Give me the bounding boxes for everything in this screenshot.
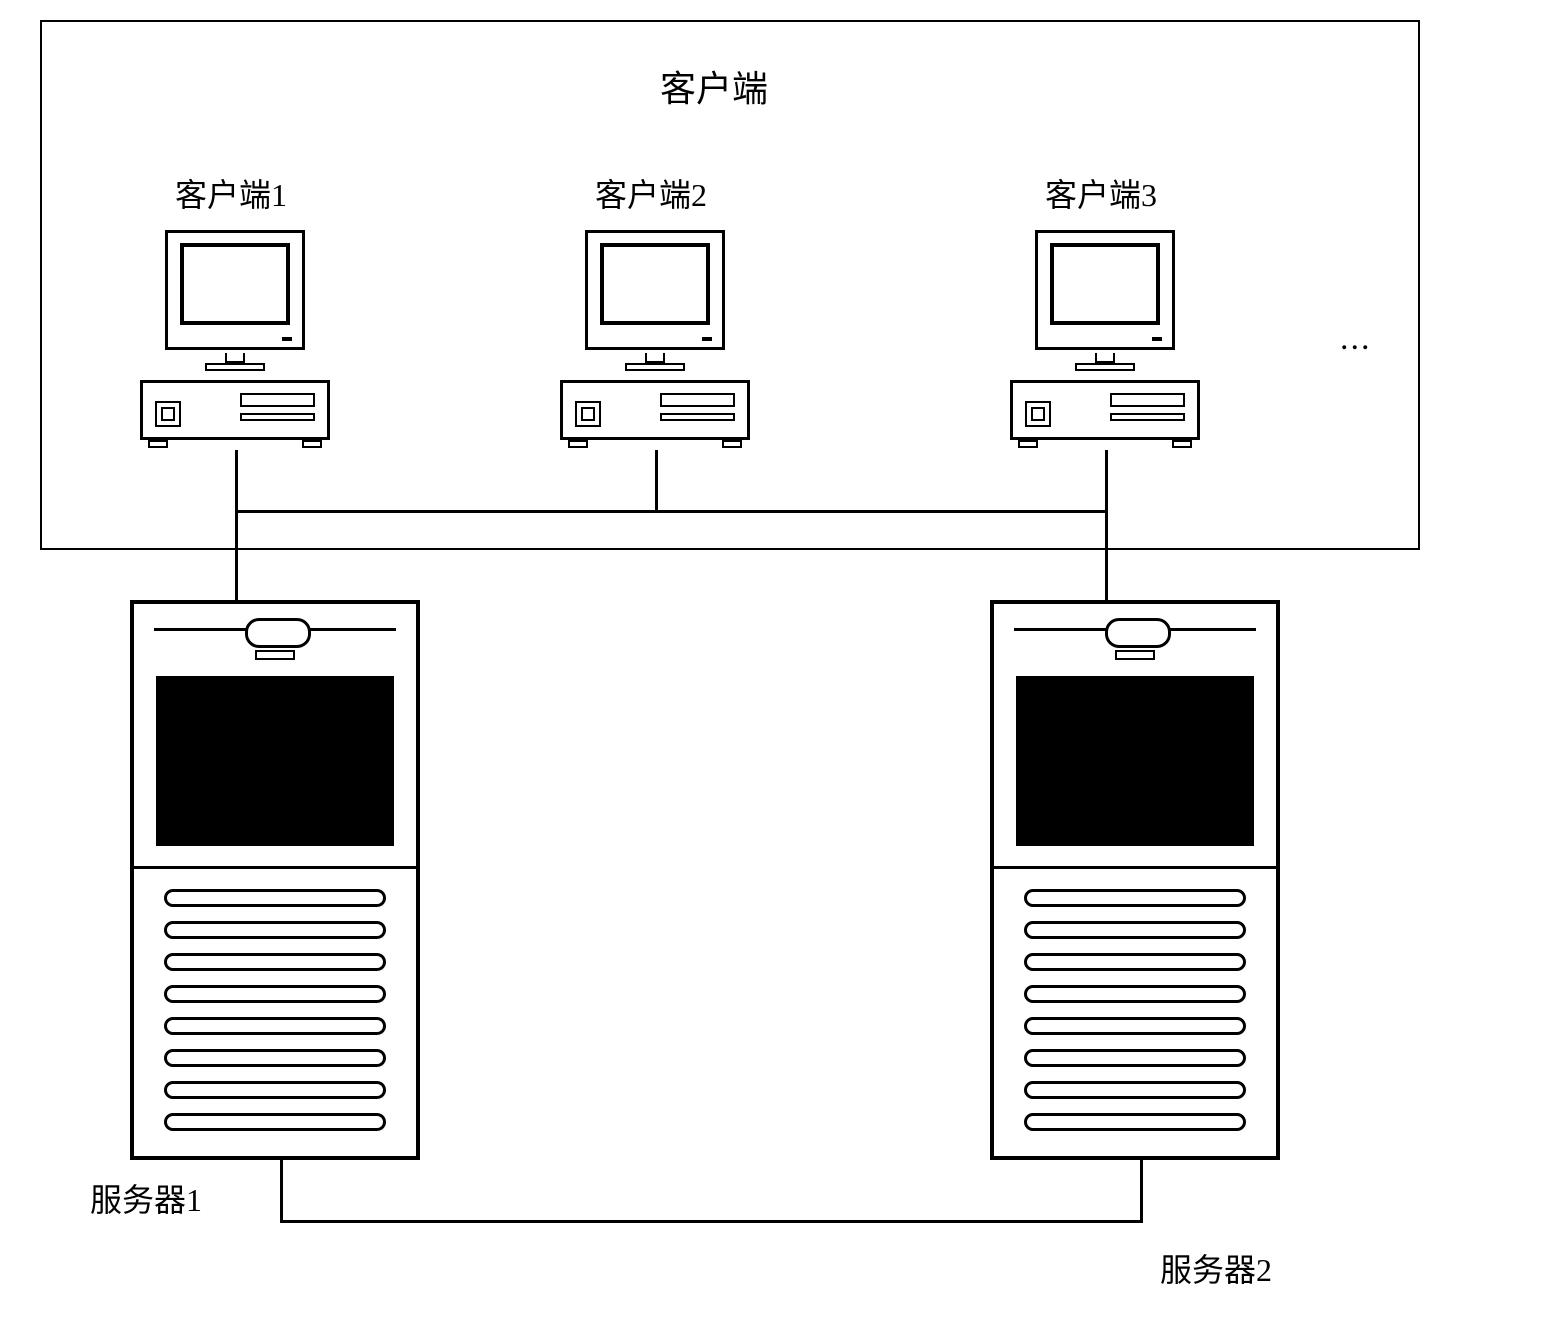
foot-icon (722, 440, 742, 448)
vent-icon (164, 1113, 386, 1131)
slot-icon (660, 413, 735, 421)
client-group-title: 客户端 (660, 60, 768, 112)
slot-icon (240, 413, 315, 421)
server-1-label: 服务器1 (90, 1175, 202, 1221)
connection-line (235, 450, 238, 510)
monitor-neck-icon (1095, 353, 1115, 363)
server-vents-icon (1024, 889, 1246, 1126)
floppy-icon (575, 401, 601, 427)
monitor-base-icon (205, 363, 265, 371)
server-screen-icon (1016, 676, 1254, 846)
vent-icon (1024, 1049, 1246, 1067)
vent-icon (164, 889, 386, 907)
screen-icon (180, 243, 290, 325)
foot-icon (1018, 440, 1038, 448)
pc-tower-icon (1010, 380, 1200, 440)
divider (134, 866, 416, 869)
server-handle-icon (1014, 618, 1256, 642)
client-2-label: 客户端2 (595, 170, 707, 216)
client-2-node (560, 230, 750, 450)
led-icon (702, 337, 712, 341)
foot-icon (1172, 440, 1192, 448)
client-1-label: 客户端1 (175, 170, 287, 216)
screen-icon (600, 243, 710, 325)
monitor-neck-icon (225, 353, 245, 363)
client-1-node (140, 230, 330, 450)
divider (994, 866, 1276, 869)
led-icon (1152, 337, 1162, 341)
connection-line (1105, 450, 1108, 510)
vent-icon (1024, 1081, 1246, 1099)
floppy-icon (155, 401, 181, 427)
vent-icon (1024, 985, 1246, 1003)
connection-line (235, 510, 238, 600)
led-icon (282, 337, 292, 341)
drive-icon (1110, 393, 1185, 407)
vent-icon (1024, 921, 1246, 939)
connection-line (235, 510, 1108, 513)
vent-icon (1024, 1017, 1246, 1035)
connection-line (280, 1160, 283, 1220)
drive-icon (660, 393, 735, 407)
monitor-base-icon (1075, 363, 1135, 371)
vent-icon (1024, 1113, 1246, 1131)
connection-line (655, 450, 658, 510)
server-2-label: 服务器2 (1160, 1245, 1272, 1291)
monitor-icon (585, 230, 725, 350)
vent-icon (164, 1017, 386, 1035)
server-handle-icon (154, 618, 396, 642)
server-badge-icon (1115, 650, 1155, 660)
connection-line (1105, 510, 1108, 600)
slot-icon (1110, 413, 1185, 421)
pc-tower-icon (560, 380, 750, 440)
vent-icon (164, 921, 386, 939)
diagram-canvas: 客户端 客户端1 客户端2 客户端3 (0, 0, 1542, 1327)
monitor-icon (165, 230, 305, 350)
connection-line (280, 1220, 1143, 1223)
monitor-neck-icon (645, 353, 665, 363)
pc-tower-icon (140, 380, 330, 440)
server-badge-icon (255, 650, 295, 660)
vent-icon (1024, 889, 1246, 907)
foot-icon (148, 440, 168, 448)
vent-icon (164, 953, 386, 971)
server-screen-icon (156, 676, 394, 846)
server-2-node (990, 600, 1280, 1160)
floppy-icon (1025, 401, 1051, 427)
vent-icon (164, 1081, 386, 1099)
server-vents-icon (164, 889, 386, 1126)
ellipsis-icon: ... (1340, 320, 1372, 358)
foot-icon (302, 440, 322, 448)
monitor-icon (1035, 230, 1175, 350)
foot-icon (568, 440, 588, 448)
server-1-node (130, 600, 420, 1160)
drive-icon (240, 393, 315, 407)
client-3-node (1010, 230, 1200, 450)
vent-icon (1024, 953, 1246, 971)
connection-line (1140, 1160, 1143, 1220)
monitor-base-icon (625, 363, 685, 371)
vent-icon (164, 1049, 386, 1067)
client-3-label: 客户端3 (1045, 170, 1157, 216)
screen-icon (1050, 243, 1160, 325)
vent-icon (164, 985, 386, 1003)
